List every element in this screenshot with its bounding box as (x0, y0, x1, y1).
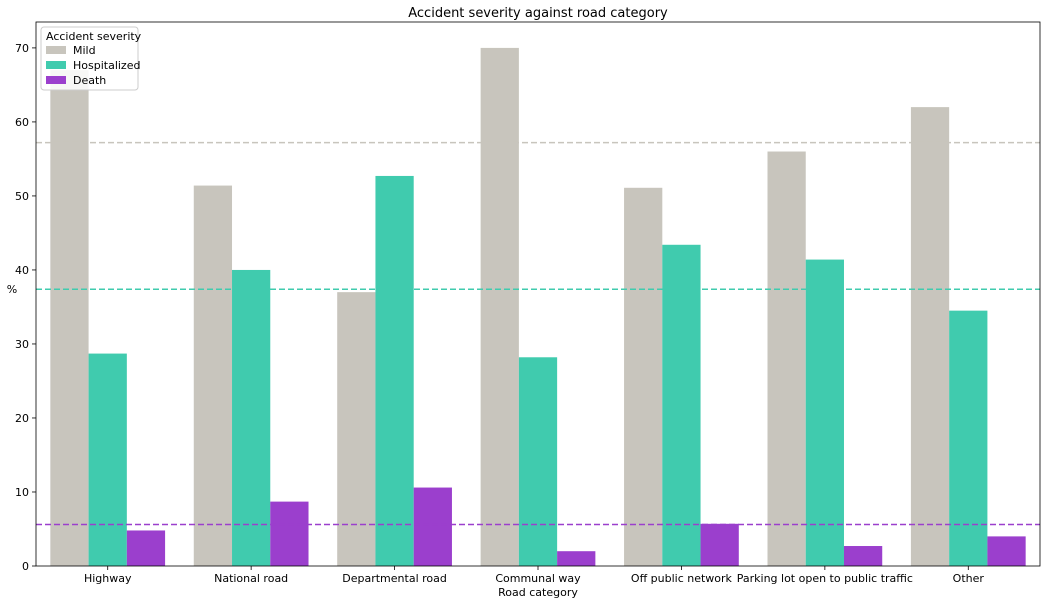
x-axis: Highway National road Departmental road Com… (84, 566, 984, 585)
bar-death-0 (126, 530, 166, 566)
y-tick-label: 70 (15, 42, 29, 55)
bar-hospitalized-4 (662, 244, 701, 566)
legend-title: Accident severity (46, 30, 142, 43)
bar-mild-0 (50, 70, 89, 567)
x-tick-label: Departmental road (342, 572, 447, 585)
bar-mild-5 (767, 151, 806, 566)
y-axis-label: % (7, 283, 17, 296)
bar-death-2 (413, 487, 452, 566)
bar-death-5 (843, 546, 883, 566)
bar-death-3 (557, 551, 596, 566)
y-axis: 0 10 20 30 40 50 60 70 (15, 42, 36, 573)
bar-mild-3 (480, 47, 519, 566)
y-tick-label: 50 (15, 190, 29, 203)
legend-label-hospitalized: Hospitalized (73, 59, 140, 72)
bar-death-4 (700, 523, 739, 566)
bar-hospitalized-1 (232, 269, 271, 566)
y-tick-label: 20 (15, 412, 29, 425)
bar-hospitalized-2 (375, 175, 414, 566)
reference-lines-layer (36, 141, 1040, 526)
legend-items: Mild Hospitalized Death (46, 44, 140, 87)
y-tick-label: 0 (22, 560, 29, 573)
legend-box (40, 26, 139, 91)
bar-death-6 (987, 536, 1026, 566)
bar-mild-4 (624, 187, 663, 567)
x-tick-label: Off public network (631, 572, 733, 585)
bar-death-1 (270, 501, 309, 566)
bars-layer (50, 47, 1026, 567)
legend-swatch-hospitalized (46, 61, 66, 69)
x-tick-label: Other (953, 572, 985, 585)
legend-swatch-death (46, 76, 66, 84)
legend-swatch-mild (46, 46, 66, 54)
chart-title: Accident severity against road category (408, 6, 668, 21)
bar-hospitalized-3 (518, 357, 558, 566)
bar-mild-6 (910, 107, 950, 567)
y-tick-label: 10 (15, 486, 29, 499)
bar-hospitalized-6 (949, 310, 988, 566)
legend-label-death: Death (73, 74, 106, 87)
x-tick-label: National road (214, 572, 288, 585)
legend-label-mild: Mild (73, 44, 96, 57)
x-tick-label: Highway (84, 572, 132, 585)
y-tick-label: 30 (15, 338, 29, 351)
y-tick-label: 40 (15, 264, 29, 277)
y-tick-label: 60 (15, 116, 29, 129)
legend: Accident severity Mild Hospitalized Death (40, 26, 142, 91)
bar-mild-2 (337, 292, 376, 566)
bar-mild-1 (193, 185, 233, 566)
bar-hospitalized-5 (805, 259, 844, 566)
bar-hospitalized-0 (88, 353, 127, 566)
x-tick-label: Communal way (495, 572, 581, 585)
x-axis-label: Road category (498, 586, 578, 599)
x-tick-label: Parking lot open to public traffic (737, 572, 913, 585)
